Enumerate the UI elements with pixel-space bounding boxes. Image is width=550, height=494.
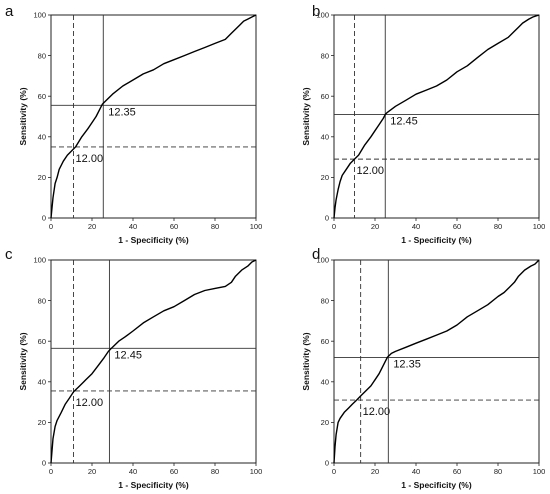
roc-curve-line	[333, 259, 540, 464]
y-tick-label: 60	[321, 337, 329, 346]
y-tick-label: 60	[38, 92, 46, 101]
y-tick-label: 20	[321, 173, 329, 182]
x-tick-label: 100	[533, 222, 546, 231]
roc-panel-a: a 0 20 40 60 80 100 0 20 40 60 80 100 1 - Specificity…	[5, 3, 262, 245]
cutoff-label: 12.45	[114, 349, 142, 361]
y-axis-label: Sensitivity (%)	[18, 332, 28, 390]
y-tick-label: 100	[33, 11, 46, 20]
roc-panel-c: c 0 20 40 60 80 100 0 20 40 60 80 100 1 - Specificity…	[5, 246, 262, 490]
x-tick-label: 20	[88, 467, 96, 476]
x-tick-label: 100	[250, 467, 263, 476]
y-tick-label: 100	[316, 256, 329, 265]
x-tick-label: 80	[494, 222, 502, 231]
panel-letter: b	[312, 3, 320, 20]
x-tick-label: 60	[453, 222, 461, 231]
x-tick-label: 80	[494, 467, 502, 476]
panel-letter: c	[5, 246, 13, 263]
y-axis-label: Sensitivity (%)	[18, 87, 28, 145]
x-tick-label: 80	[211, 467, 219, 476]
plot-frame	[50, 14, 257, 219]
roc-curve-line	[50, 14, 257, 219]
cutoff-label: 12.00	[76, 153, 104, 165]
y-tick-label: 40	[38, 378, 46, 387]
y-tick-label: 100	[33, 256, 46, 265]
y-tick-label: 100	[316, 11, 329, 20]
x-tick-label: 100	[533, 467, 546, 476]
x-axis-label: 1 - Specificity (%)	[118, 480, 189, 490]
y-tick-label: 0	[325, 214, 329, 223]
x-axis-label: 1 - Specificity (%)	[401, 480, 472, 490]
x-axis-label: 1 - Specificity (%)	[401, 235, 472, 245]
x-tick-label: 40	[129, 222, 137, 231]
x-tick-label: 60	[170, 222, 178, 231]
roc-panel-d: d 0 20 40 60 80 100 0 20 40 60 80 100 1 - Specificity…	[301, 246, 545, 490]
x-axis-label: 1 - Specificity (%)	[118, 235, 189, 245]
panel-letter: d	[312, 246, 320, 263]
panel-letter: a	[5, 3, 14, 20]
x-tick-label: 60	[453, 467, 461, 476]
x-tick-label: 0	[332, 222, 336, 231]
x-tick-label: 80	[211, 222, 219, 231]
plot-frame	[333, 259, 540, 464]
y-tick-label: 80	[321, 51, 329, 60]
cutoff-label: 12.35	[108, 106, 136, 118]
y-tick-label: 0	[325, 459, 329, 468]
plot-frame	[333, 14, 540, 219]
x-tick-label: 40	[412, 467, 420, 476]
x-tick-label: 0	[49, 222, 53, 231]
cutoff-label: 12.00	[363, 406, 391, 418]
roc-curve-line	[333, 14, 540, 219]
plot-frame	[50, 259, 257, 464]
cutoff-label: 12.00	[76, 397, 104, 409]
y-axis-label: Sensitivity (%)	[301, 332, 311, 390]
x-tick-label: 0	[332, 467, 336, 476]
y-axis-label: Sensitivity (%)	[301, 87, 311, 145]
y-tick-label: 20	[321, 418, 329, 427]
y-tick-label: 80	[321, 296, 329, 305]
y-tick-label: 20	[38, 173, 46, 182]
roc-curve-line	[50, 259, 257, 464]
x-tick-label: 40	[412, 222, 420, 231]
y-tick-label: 80	[38, 296, 46, 305]
x-tick-label: 100	[250, 222, 263, 231]
x-tick-label: 20	[88, 222, 96, 231]
roc-panel-b: b 0 20 40 60 80 100 0 20 40 60 80 100 1 - Specificity…	[301, 3, 545, 245]
x-tick-label: 60	[170, 467, 178, 476]
x-tick-label: 20	[371, 467, 379, 476]
cutoff-label: 12.35	[393, 358, 421, 370]
y-tick-label: 40	[38, 133, 46, 142]
x-tick-label: 40	[129, 467, 137, 476]
y-tick-label: 20	[38, 418, 46, 427]
y-tick-label: 60	[321, 92, 329, 101]
y-tick-label: 40	[321, 133, 329, 142]
x-tick-label: 20	[371, 222, 379, 231]
cutoff-label: 12.00	[357, 165, 385, 177]
x-tick-label: 0	[49, 467, 53, 476]
y-tick-label: 0	[42, 214, 46, 223]
y-tick-label: 40	[321, 378, 329, 387]
y-tick-label: 80	[38, 51, 46, 60]
cutoff-label: 12.45	[390, 115, 418, 127]
y-tick-label: 60	[38, 337, 46, 346]
y-tick-label: 0	[42, 459, 46, 468]
